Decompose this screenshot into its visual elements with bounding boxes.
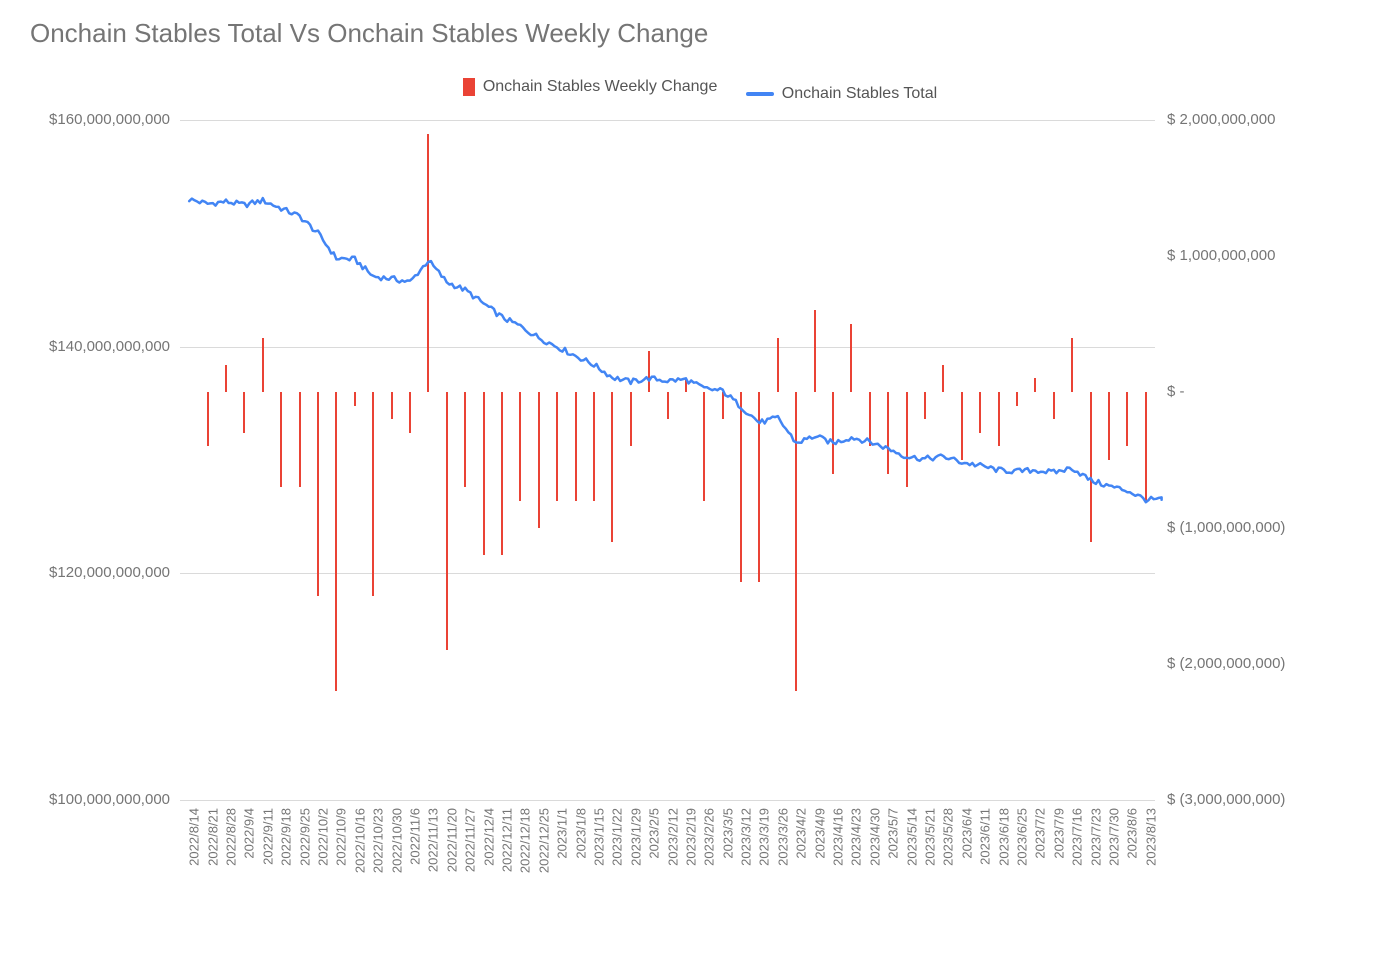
line-total <box>180 120 1155 800</box>
plot-area <box>180 120 1155 800</box>
x-tick-label: 2022/10/30 <box>389 808 404 873</box>
x-tick-label: 2023/1/1 <box>555 808 570 859</box>
x-tick-label: 2022/8/14 <box>187 808 202 866</box>
x-tick-label: 2022/8/21 <box>205 808 220 866</box>
x-tick-label: 2023/7/16 <box>1070 808 1085 866</box>
legend-item-bars: Onchain Stables Weekly Change <box>463 78 718 96</box>
x-tick-label: 2023/8/6 <box>1125 808 1140 859</box>
gridline <box>180 800 1155 801</box>
x-tick-label: 2023/5/28 <box>941 808 956 866</box>
legend-swatch-line-icon <box>746 92 774 96</box>
x-tick-label: 2022/10/16 <box>352 808 367 873</box>
x-tick-label: 2023/7/23 <box>1088 808 1103 866</box>
x-tick-label: 2023/1/15 <box>591 808 606 866</box>
y-left-tick-label: $120,000,000,000 <box>49 564 170 581</box>
x-tick-label: 2022/12/25 <box>536 808 551 873</box>
x-tick-label: 2023/3/5 <box>720 808 735 859</box>
x-tick-label: 2022/12/4 <box>481 808 496 866</box>
x-tick-label: 2023/2/5 <box>647 808 662 859</box>
x-tick-label: 2023/1/22 <box>610 808 625 866</box>
x-tick-label: 2022/12/18 <box>518 808 533 873</box>
legend-label-line: Onchain Stables Total <box>782 85 937 103</box>
x-tick-label: 2022/9/25 <box>297 808 312 866</box>
legend-swatch-bar-icon <box>463 78 475 96</box>
x-tick-label: 2023/3/26 <box>775 808 790 866</box>
x-tick-label: 2023/5/21 <box>923 808 938 866</box>
x-tick-label: 2023/7/2 <box>1033 808 1048 859</box>
x-tick-label: 2022/11/20 <box>444 808 459 872</box>
y-left-tick-label: $140,000,000,000 <box>49 338 170 355</box>
x-tick-label: 2023/2/26 <box>702 808 717 866</box>
chart-title: Onchain Stables Total Vs Onchain Stables… <box>30 18 708 49</box>
y-right-tick-label: $ 1,000,000,000 <box>1167 247 1275 264</box>
x-tick-label: 2023/7/30 <box>1107 808 1122 866</box>
x-tick-label: 2022/9/11 <box>260 808 275 865</box>
x-tick-label: 2023/1/8 <box>573 808 588 859</box>
x-tick-label: 2023/4/9 <box>812 808 827 859</box>
x-tick-label: 2022/10/23 <box>371 808 386 873</box>
x-tick-label: 2023/7/9 <box>1051 808 1066 859</box>
x-tick-label: 2023/6/11 <box>978 808 993 865</box>
y-right-tick-label: $ (2,000,000,000) <box>1167 655 1285 672</box>
x-tick-label: 2022/11/13 <box>426 808 441 872</box>
x-tick-label: 2023/5/14 <box>904 808 919 866</box>
x-tick-label: 2022/8/28 <box>223 808 238 866</box>
y-right-tick-label: $ - <box>1167 383 1185 400</box>
x-tick-label: 2023/4/23 <box>849 808 864 866</box>
x-tick-label: 2023/5/7 <box>886 808 901 859</box>
y-left-tick-label: $100,000,000,000 <box>49 791 170 808</box>
x-tick-label: 2023/4/16 <box>831 808 846 866</box>
y-right-tick-label: $ 2,000,000,000 <box>1167 111 1275 128</box>
x-tick-label: 2022/11/6 <box>407 808 422 865</box>
y-right-tick-label: $ (3,000,000,000) <box>1167 791 1285 808</box>
y-right-tick-label: $ (1,000,000,000) <box>1167 519 1285 536</box>
x-tick-label: 2022/9/4 <box>242 808 257 859</box>
x-tick-label: 2023/3/12 <box>739 808 754 866</box>
legend: Onchain Stables Weekly Change Onchain St… <box>0 78 1400 103</box>
x-tick-label: 2022/12/11 <box>499 808 514 872</box>
x-tick-label: 2023/4/2 <box>794 808 809 859</box>
x-tick-label: 2022/10/2 <box>315 808 330 866</box>
x-tick-label: 2022/9/18 <box>279 808 294 866</box>
x-tick-label: 2022/10/9 <box>334 808 349 866</box>
x-tick-label: 2023/8/13 <box>1143 808 1158 866</box>
x-tick-label: 2023/3/19 <box>757 808 772 866</box>
y-left-tick-label: $160,000,000,000 <box>49 111 170 128</box>
x-tick-label: 2022/11/27 <box>463 808 478 872</box>
x-tick-label: 2023/6/25 <box>1015 808 1030 866</box>
legend-label-bars: Onchain Stables Weekly Change <box>483 78 718 96</box>
x-tick-label: 2023/6/4 <box>959 808 974 859</box>
x-tick-label: 2023/2/19 <box>683 808 698 866</box>
x-tick-label: 2023/2/12 <box>665 808 680 866</box>
x-tick-label: 2023/1/29 <box>628 808 643 866</box>
x-tick-label: 2023/4/30 <box>867 808 882 866</box>
x-tick-label: 2023/6/18 <box>996 808 1011 866</box>
legend-item-line: Onchain Stables Total <box>746 85 937 103</box>
